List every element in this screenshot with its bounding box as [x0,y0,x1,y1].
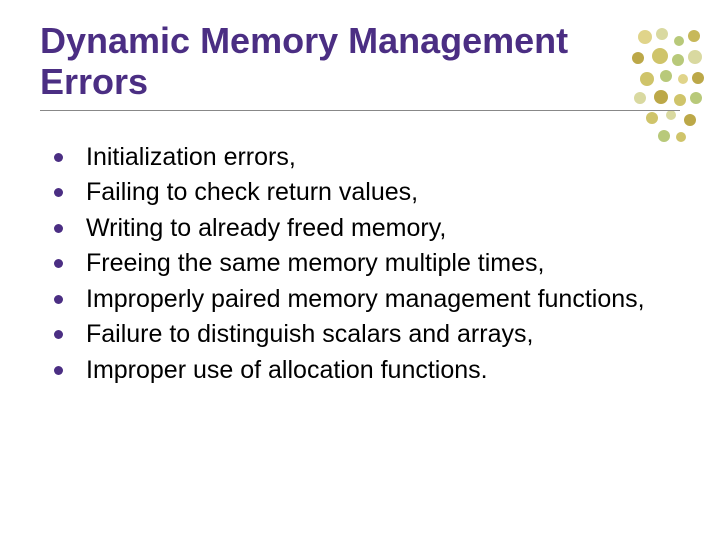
deco-dot [688,50,702,64]
title-underline [40,110,680,111]
title-block: Dynamic Memory Management Errors [40,20,680,103]
deco-dot [684,114,696,126]
bullet-item: Improperly paired memory management func… [48,283,680,317]
deco-dot [688,30,700,42]
slide-title: Dynamic Memory Management Errors [40,20,680,103]
bullet-item: Writing to already freed memory, [48,212,680,246]
bullet-item: Initialization errors, [48,141,680,175]
bullet-list: Initialization errors,Failing to check r… [40,141,680,388]
deco-dot [692,72,704,84]
slide: Dynamic Memory Management Errors Initial… [0,0,720,540]
bullet-item: Freeing the same memory multiple times, [48,247,680,281]
deco-dot [690,92,702,104]
deco-dot [646,112,658,124]
bullet-item: Improper use of allocation functions. [48,354,680,388]
bullet-item: Failing to check return values, [48,176,680,210]
bullet-item: Failure to distinguish scalars and array… [48,318,680,352]
deco-dot [666,110,676,120]
